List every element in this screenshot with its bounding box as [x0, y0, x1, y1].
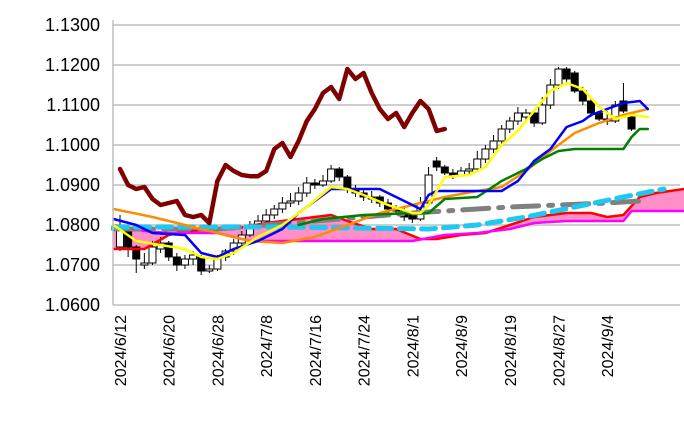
candle-up: [513, 112, 522, 122]
candle-up: [262, 214, 271, 222]
candle-down: [448, 172, 457, 176]
candle-up: [497, 128, 506, 142]
series-line: [112, 99, 650, 259]
series-line: [111, 186, 667, 232]
candle-up: [505, 120, 514, 130]
candle-down: [343, 176, 352, 190]
candle-up: [148, 246, 157, 264]
candle-up: [327, 168, 336, 182]
candle-down: [164, 242, 173, 258]
candle-down: [578, 90, 587, 102]
candle-up: [489, 140, 498, 150]
candle-up: [278, 202, 287, 210]
indicator-lines: [111, 66, 684, 261]
y-tick-label: 1.0700: [45, 255, 100, 275]
candle-down: [172, 256, 181, 266]
y-tick-label: 1.1200: [45, 55, 100, 75]
x-tick-label: 2024/7/24: [357, 315, 374, 386]
candle-up: [538, 104, 547, 124]
candle-down: [197, 256, 206, 272]
y-tick-label: 1.1100: [46, 95, 100, 115]
candle-down: [132, 246, 141, 260]
candle-up: [189, 254, 198, 260]
candle-up: [286, 200, 295, 204]
y-tick-label: 1.1300: [45, 15, 100, 35]
ichimoku-cloud: [113, 189, 684, 249]
x-tick-label: 2024/7/8: [259, 315, 276, 377]
x-tick-label: 2024/8/27: [551, 315, 568, 386]
candle-up: [180, 258, 189, 266]
x-tick-label: 2024/8/1: [405, 315, 422, 377]
candle-down: [619, 100, 628, 112]
candle-up: [319, 180, 327, 186]
series-line: [117, 66, 448, 226]
candle-down: [432, 160, 441, 168]
series-line: [297, 127, 650, 227]
candle-down: [570, 72, 579, 92]
x-tick-label: 2024/9/4: [600, 315, 617, 377]
candle-down: [627, 116, 636, 130]
candle-up: [473, 158, 482, 170]
candle-up: [205, 268, 214, 272]
candle-down: [440, 166, 449, 174]
candle-down: [310, 182, 319, 186]
cloud-fill: [113, 189, 684, 249]
candle-up: [302, 182, 311, 194]
candle-up: [270, 208, 279, 216]
candle-up: [294, 192, 303, 202]
y-tick-label: 1.0800: [45, 215, 100, 235]
x-tick-label: 2024/7/16: [308, 315, 325, 386]
candle-up: [481, 148, 490, 160]
y-tick-label: 1.1000: [45, 135, 100, 155]
y-tick-label: 1.0900: [45, 175, 100, 195]
x-tick-label: 2024/6/28: [210, 315, 227, 386]
candle-down: [335, 168, 344, 178]
x-tick-label: 2024/6/12: [113, 315, 130, 386]
candle-down: [586, 100, 595, 114]
candle-down: [562, 68, 571, 80]
candle-up: [554, 68, 563, 86]
candle-down: [530, 112, 539, 124]
x-tick-label: 2024/6/20: [162, 315, 179, 386]
series-line: [112, 81, 650, 261]
candle-down: [408, 214, 417, 220]
y-tick-label: 1.0600: [45, 295, 100, 315]
x-tick-label: 2024/8/9: [454, 315, 471, 377]
x-tick-label: 2024/8/19: [503, 315, 520, 386]
y-axis: 1.0600 1.0700 1.0800 1.0900 1.1000 1.1100 1.12…: [45, 15, 114, 315]
candle-up: [140, 262, 149, 266]
x-axis: 2024/6/12 2024/6/20 2024/6/28 2024/7/8 2024/…: [113, 304, 680, 386]
series-line: [112, 107, 650, 245]
candle-up: [465, 168, 474, 172]
candlesticks: [116, 67, 636, 275]
series-line: [112, 209, 684, 243]
